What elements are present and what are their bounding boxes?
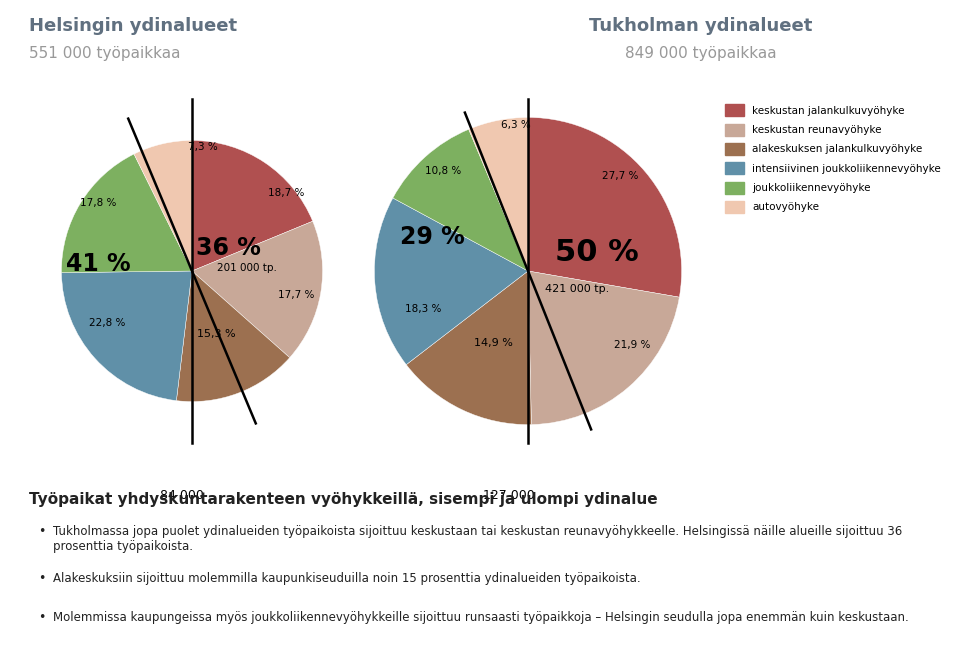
Text: 29 %: 29 % <box>400 225 466 249</box>
Text: 17,7 %: 17,7 % <box>278 290 315 299</box>
Wedge shape <box>406 271 532 424</box>
Text: •: • <box>38 611 46 625</box>
Text: 84 000: 84 000 <box>160 489 204 502</box>
Text: 10,8 %: 10,8 % <box>425 166 462 176</box>
Text: Työpaikat yhdyskuntarakenteen vyöhykkeillä, sisempi ja ulompi ydinalue: Työpaikat yhdyskuntarakenteen vyöhykkeil… <box>29 492 658 508</box>
Wedge shape <box>468 118 528 271</box>
Text: 21,9 %: 21,9 % <box>614 340 651 350</box>
Text: Tukholman ydinalueet: Tukholman ydinalueet <box>589 17 812 34</box>
Text: 27,7 %: 27,7 % <box>602 171 638 180</box>
Text: 6,3 %: 6,3 % <box>501 120 531 130</box>
Text: 551 000 työpaikkaa: 551 000 työpaikkaa <box>29 46 180 61</box>
Text: 421 000 tp.: 421 000 tp. <box>545 284 610 294</box>
Wedge shape <box>134 140 192 271</box>
Text: 15,3 %: 15,3 % <box>198 329 236 339</box>
Text: Alakeskuksiin sijoittuu molemmilla kaupunkiseuduilla noin 15 prosenttia ydinalue: Alakeskuksiin sijoittuu molemmilla kaupu… <box>53 572 640 585</box>
Text: 18,7 %: 18,7 % <box>268 188 304 198</box>
Text: Helsingin ydinalueet: Helsingin ydinalueet <box>29 17 237 34</box>
Text: 18,3 %: 18,3 % <box>405 305 442 315</box>
Text: •: • <box>38 572 46 585</box>
Wedge shape <box>61 154 192 272</box>
Text: 36 %: 36 % <box>196 235 261 260</box>
Wedge shape <box>61 271 192 401</box>
Wedge shape <box>192 140 313 271</box>
Text: 127 000: 127 000 <box>483 489 535 502</box>
Text: 14,9 %: 14,9 % <box>474 338 514 348</box>
Text: 849 000 työpaikkaa: 849 000 työpaikkaa <box>625 46 777 61</box>
Wedge shape <box>374 198 528 365</box>
Wedge shape <box>393 130 528 271</box>
Text: Tukholmassa jopa puolet ydinalueiden työpaikoista sijoittuu keskustaan tai kesku: Tukholmassa jopa puolet ydinalueiden työ… <box>53 525 902 553</box>
Text: Molemmissa kaupungeissa myös joukkoliikennevyöhykkeille sijoittuu runsaasti työp: Molemmissa kaupungeissa myös joukkoliike… <box>53 611 908 625</box>
Text: •: • <box>38 525 46 539</box>
Wedge shape <box>177 271 290 402</box>
Text: 22,8 %: 22,8 % <box>89 318 126 329</box>
Text: 7,3 %: 7,3 % <box>187 142 217 152</box>
Text: 50 %: 50 % <box>555 238 639 267</box>
Wedge shape <box>528 118 682 297</box>
Text: 41 %: 41 % <box>65 253 131 276</box>
Text: 201 000 tp.: 201 000 tp. <box>217 263 276 274</box>
Legend: keskustan jalankulkuvyöhyke, keskustan reunavyöhyke, alakeskuksen jalankulkuvyöh: keskustan jalankulkuvyöhyke, keskustan r… <box>725 104 941 213</box>
Wedge shape <box>528 271 680 424</box>
Text: 17,8 %: 17,8 % <box>80 198 116 208</box>
Wedge shape <box>192 221 323 358</box>
